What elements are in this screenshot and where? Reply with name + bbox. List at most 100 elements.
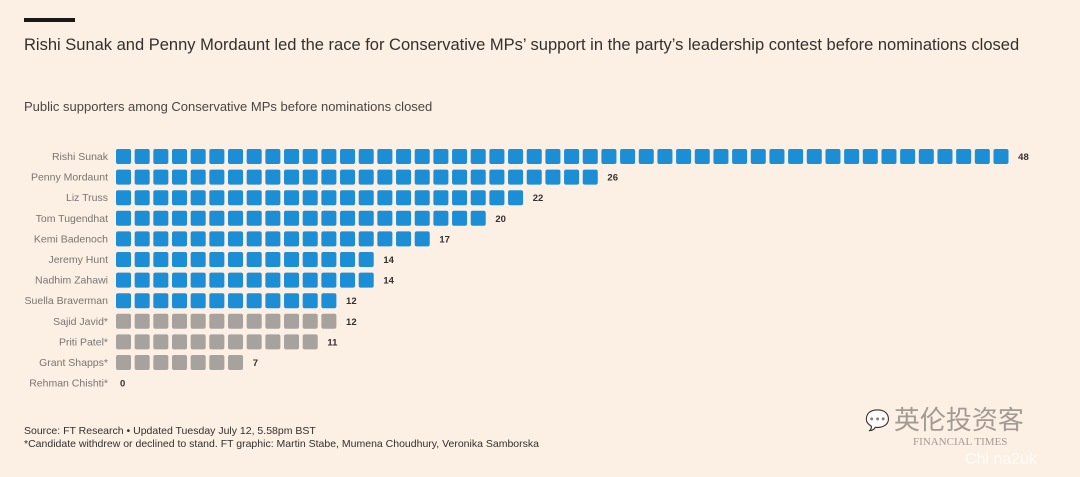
category-label: Penny Mordaunt: [31, 172, 108, 184]
unit-square: [265, 231, 281, 247]
unit-square: [900, 149, 916, 164]
watermark: 💬 英伦投资客 FINANCIAL TIMES Chi na2uk: [865, 406, 1037, 469]
unit-square: [209, 231, 225, 247]
unit-square: [414, 169, 430, 185]
unit-square: [228, 334, 244, 350]
unit-square: [302, 169, 318, 185]
unit-square: [470, 149, 486, 164]
unit-square: [676, 149, 692, 164]
unit-square: [284, 190, 300, 206]
unit-square: [228, 231, 244, 247]
unit-square: [526, 169, 542, 185]
unit-square: [788, 149, 804, 164]
unit-square: [265, 293, 281, 309]
unit-square: [302, 252, 318, 267]
unit-square: [750, 149, 766, 164]
category-label: Grant Shapps*: [39, 357, 108, 369]
unit-square: [321, 190, 337, 206]
unit-square: [302, 210, 318, 226]
unit-square: [190, 231, 206, 247]
unit-square: [377, 231, 393, 247]
bar-row: Rehman Chishti* 0: [29, 378, 125, 390]
unit-square: [153, 293, 169, 309]
source-note: Source: FT Research • Updated Tuesday Ju…: [24, 425, 539, 451]
unit-bar-chart: Rishi Sunak 48 Penny Mordaunt 26 Liz Truss 22…: [25, 149, 1029, 390]
unit-square: [508, 169, 524, 185]
unit-square: [172, 355, 188, 370]
unit-square: [153, 231, 169, 247]
unit-square: [284, 252, 300, 267]
unit-square: [377, 210, 393, 226]
unit-square: [340, 231, 356, 247]
unit-square: [452, 210, 468, 226]
unit-square: [302, 231, 318, 247]
value-label: 22: [533, 193, 544, 204]
unit-square: [620, 149, 636, 164]
unit-square: [172, 190, 188, 206]
unit-square: [321, 169, 337, 185]
unit-square: [116, 169, 131, 185]
unit-square: [190, 313, 206, 329]
unit-square: [209, 334, 225, 350]
unit-square: [713, 149, 729, 164]
unit-square: [116, 355, 131, 370]
unit-square: [321, 210, 337, 226]
unit-square: [396, 210, 412, 226]
unit-square: [228, 149, 244, 164]
unit-square: [153, 252, 169, 267]
unit-square: [937, 149, 953, 164]
unit-square: [172, 149, 188, 164]
unit-square: [172, 210, 188, 226]
ft-title-rule: [24, 18, 75, 22]
unit-square: [489, 190, 505, 206]
unit-square: [265, 169, 281, 185]
unit-square: [321, 252, 337, 267]
unit-square: [134, 334, 150, 350]
unit-square: [228, 313, 244, 329]
unit-square: [190, 210, 206, 226]
footnote-line: *Candidate withdrew or declined to stand…: [24, 438, 539, 450]
unit-square: [489, 149, 505, 164]
unit-square: [265, 210, 281, 226]
unit-square: [116, 231, 131, 247]
unit-square: [862, 149, 878, 164]
unit-square: [228, 272, 244, 288]
unit-square: [116, 210, 131, 226]
unit-square: [190, 355, 206, 370]
unit-square: [134, 293, 150, 309]
unit-square: [190, 190, 206, 206]
unit-square: [246, 334, 262, 350]
bar-row: Sajid Javid* 12: [53, 313, 357, 329]
unit-square: [116, 149, 131, 164]
unit-square: [265, 334, 281, 350]
bar-row: Nadhim Zahawi 14: [35, 272, 395, 288]
unit-square: [153, 190, 169, 206]
chart-title: Rishi Sunak and Penny Mordaunt led the r…: [24, 36, 1020, 54]
unit-square: [209, 293, 225, 309]
unit-square: [340, 272, 356, 288]
unit-square: [190, 252, 206, 267]
unit-square: [358, 210, 374, 226]
unit-square: [564, 149, 580, 164]
unit-square: [190, 272, 206, 288]
unit-square: [190, 149, 206, 164]
unit-square: [228, 210, 244, 226]
unit-square: [452, 149, 468, 164]
unit-square: [284, 231, 300, 247]
unit-square: [265, 149, 281, 164]
watermark-handle: Chi na2uk: [965, 451, 1038, 468]
unit-square: [172, 293, 188, 309]
unit-square: [134, 272, 150, 288]
unit-square: [993, 149, 1009, 164]
unit-square: [358, 231, 374, 247]
value-label: 11: [327, 337, 338, 348]
unit-square: [134, 210, 150, 226]
category-label: Rehman Chishti*: [29, 378, 108, 390]
unit-square: [116, 252, 131, 267]
unit-square: [657, 149, 673, 164]
unit-square: [134, 149, 150, 164]
watermark-top-row: 💬 英伦投资客: [865, 406, 1024, 436]
unit-square: [246, 293, 262, 309]
unit-square: [246, 149, 262, 164]
unit-square: [825, 149, 841, 164]
